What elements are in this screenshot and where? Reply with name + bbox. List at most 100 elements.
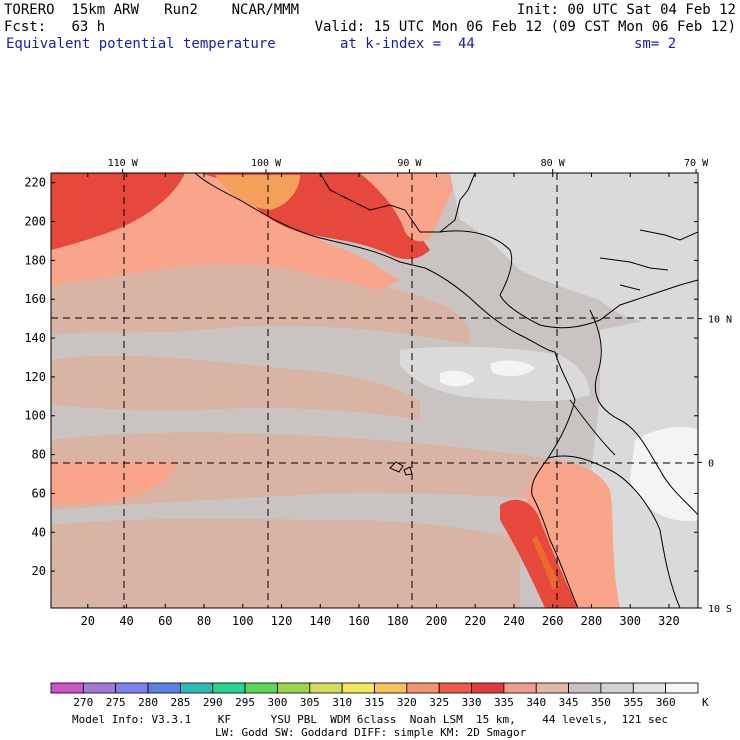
x-tick-label: 300 (619, 614, 641, 628)
colorbar-level: 335 (494, 696, 514, 709)
colorbar-level: 360 (656, 696, 676, 709)
lat-label: 0 (708, 458, 714, 469)
y-tick-label: 220 (24, 176, 46, 190)
antilles-coastline (639, 229, 698, 241)
colorbar-swatch (179, 682, 214, 694)
colorbar-level: 350 (591, 696, 611, 709)
lon-label: 110 W (108, 158, 139, 169)
x-tick-label: 140 (309, 614, 331, 628)
colorbar: 270 275 280 285 290 295 300 305 310 315 320 325 330 3… (50, 682, 709, 709)
colorbar-level: 315 (365, 696, 385, 709)
peru-border (547, 455, 681, 608)
x-tick-label: 80 (197, 614, 211, 628)
x-tick-label: 220 (464, 614, 486, 628)
x-axis: 20 40 60 80 100 120 140 160 180 200 220 240 260 280 30… (81, 173, 680, 628)
fcst-value: 63 h (71, 19, 106, 35)
model-title: TORERO 15km ARW Run2 NCAR/MMM (4, 2, 299, 18)
y-tick-label: 120 (24, 370, 46, 384)
colorbar-unit: K (702, 696, 709, 709)
x-tick-label: 160 (348, 614, 370, 628)
y-tick-label: 200 (24, 215, 46, 229)
white-patch-2 (490, 360, 535, 377)
northwest-hot-core (51, 173, 185, 250)
x-tick-label: 120 (271, 614, 293, 628)
colorbar-swatch (147, 682, 181, 694)
smoothing: sm= 2 (634, 36, 677, 52)
colorbar-swatch (568, 682, 602, 694)
colombia-coastline (531, 351, 579, 608)
ocean-band-equator (51, 432, 560, 510)
x-tick-label: 280 (581, 614, 603, 628)
x-tick-label: 20 (81, 614, 95, 628)
y-axis: 20 40 60 80 100 120 140 160 180 200 220 (24, 176, 698, 578)
central-america-coastline (424, 267, 556, 353)
x-tick-label: 200 (426, 614, 448, 628)
colorbar-swatch (341, 682, 375, 694)
colorbar-level: 325 (429, 696, 449, 709)
equator-warm-strip (51, 462, 180, 505)
graticule (51, 173, 698, 608)
colorbar-swatch (212, 682, 246, 694)
physics-info: LW: Godd SW: Goddard DIFF: simple KM: 2D… (215, 726, 527, 739)
colorbar-level: 330 (462, 696, 482, 709)
colorbar-swatch (50, 682, 84, 694)
ecuador-border (569, 399, 616, 456)
colorbar-level: 290 (203, 696, 223, 709)
white-patch-1 (440, 370, 475, 387)
colorbar-swatch (535, 682, 569, 694)
mexico-hottest (215, 175, 300, 210)
lat-labels: 10 N 0 10 S (698, 315, 732, 615)
colorbar-level: 295 (235, 696, 255, 709)
colorbar-level: 270 (73, 696, 93, 709)
colorbar-swatch (503, 682, 537, 694)
lon-label: 90 W (397, 158, 422, 169)
y-tick-label: 80 (32, 448, 46, 462)
init-time: Init: 00 UTC Sat 04 Feb 12 (516, 2, 736, 18)
colorbar-level: 305 (300, 696, 320, 709)
ocean-band-north (51, 247, 470, 345)
colorbar-level: 340 (526, 696, 546, 709)
y-tick-label: 60 (32, 486, 46, 500)
colorbar-level: 285 (170, 696, 190, 709)
fcst-label: Fcst: (4, 19, 47, 35)
peru-coast-core (532, 535, 560, 590)
colorbar-swatch (600, 682, 634, 694)
x-tick-label: 40 (119, 614, 133, 628)
lon-label: 70 W (684, 158, 709, 169)
colorbar-swatch (309, 682, 343, 694)
y-tick-label: 40 (32, 525, 46, 539)
ocean-band-mid (51, 355, 420, 420)
ocean-band-south (51, 518, 520, 608)
cuba-coastline (599, 257, 669, 291)
colorbar-level: 310 (332, 696, 352, 709)
model-name: TORERO (4, 2, 55, 18)
colorbar-swatch (115, 682, 149, 694)
field-name: Equivalent potential temperature (6, 36, 276, 52)
mexico-coastline (194, 173, 426, 269)
x-tick-label: 260 (542, 614, 564, 628)
colorbar-level: 300 (268, 696, 288, 709)
lon-label: 80 W (541, 158, 566, 169)
org-label: NCAR/MMM (231, 2, 300, 18)
lat-label: 10 N (708, 315, 732, 326)
colorbar-level: 355 (623, 696, 643, 709)
x-tick-label: 180 (387, 614, 409, 628)
lon-labels: 110 W 100 W 90 W 80 W 70 W (108, 158, 709, 173)
x-tick-label: 60 (158, 614, 172, 628)
field-layer (51, 173, 698, 608)
forecast-hour: Fcst: 63 h (4, 19, 105, 35)
colorbar-swatch (632, 682, 667, 694)
y-tick-label: 140 (24, 331, 46, 345)
run-label: Run2 (164, 2, 198, 18)
colorbar-level: 320 (397, 696, 417, 709)
model-info: Model Info: V3.3.1 KF YSU PBL WDM 6class… (72, 713, 669, 726)
colorbar-swatch (374, 682, 408, 694)
colorbar-swatch (438, 682, 472, 694)
colorbar-swatch (244, 682, 278, 694)
x-tick-label: 240 (503, 614, 525, 628)
valid-time: Valid: 15 UTC Mon 06 Feb 12 (09 CST Mon … (314, 19, 736, 35)
central-pacific-cool (400, 346, 590, 402)
y-tick-label: 100 (24, 409, 46, 423)
x-tick-label: 100 (232, 614, 254, 628)
